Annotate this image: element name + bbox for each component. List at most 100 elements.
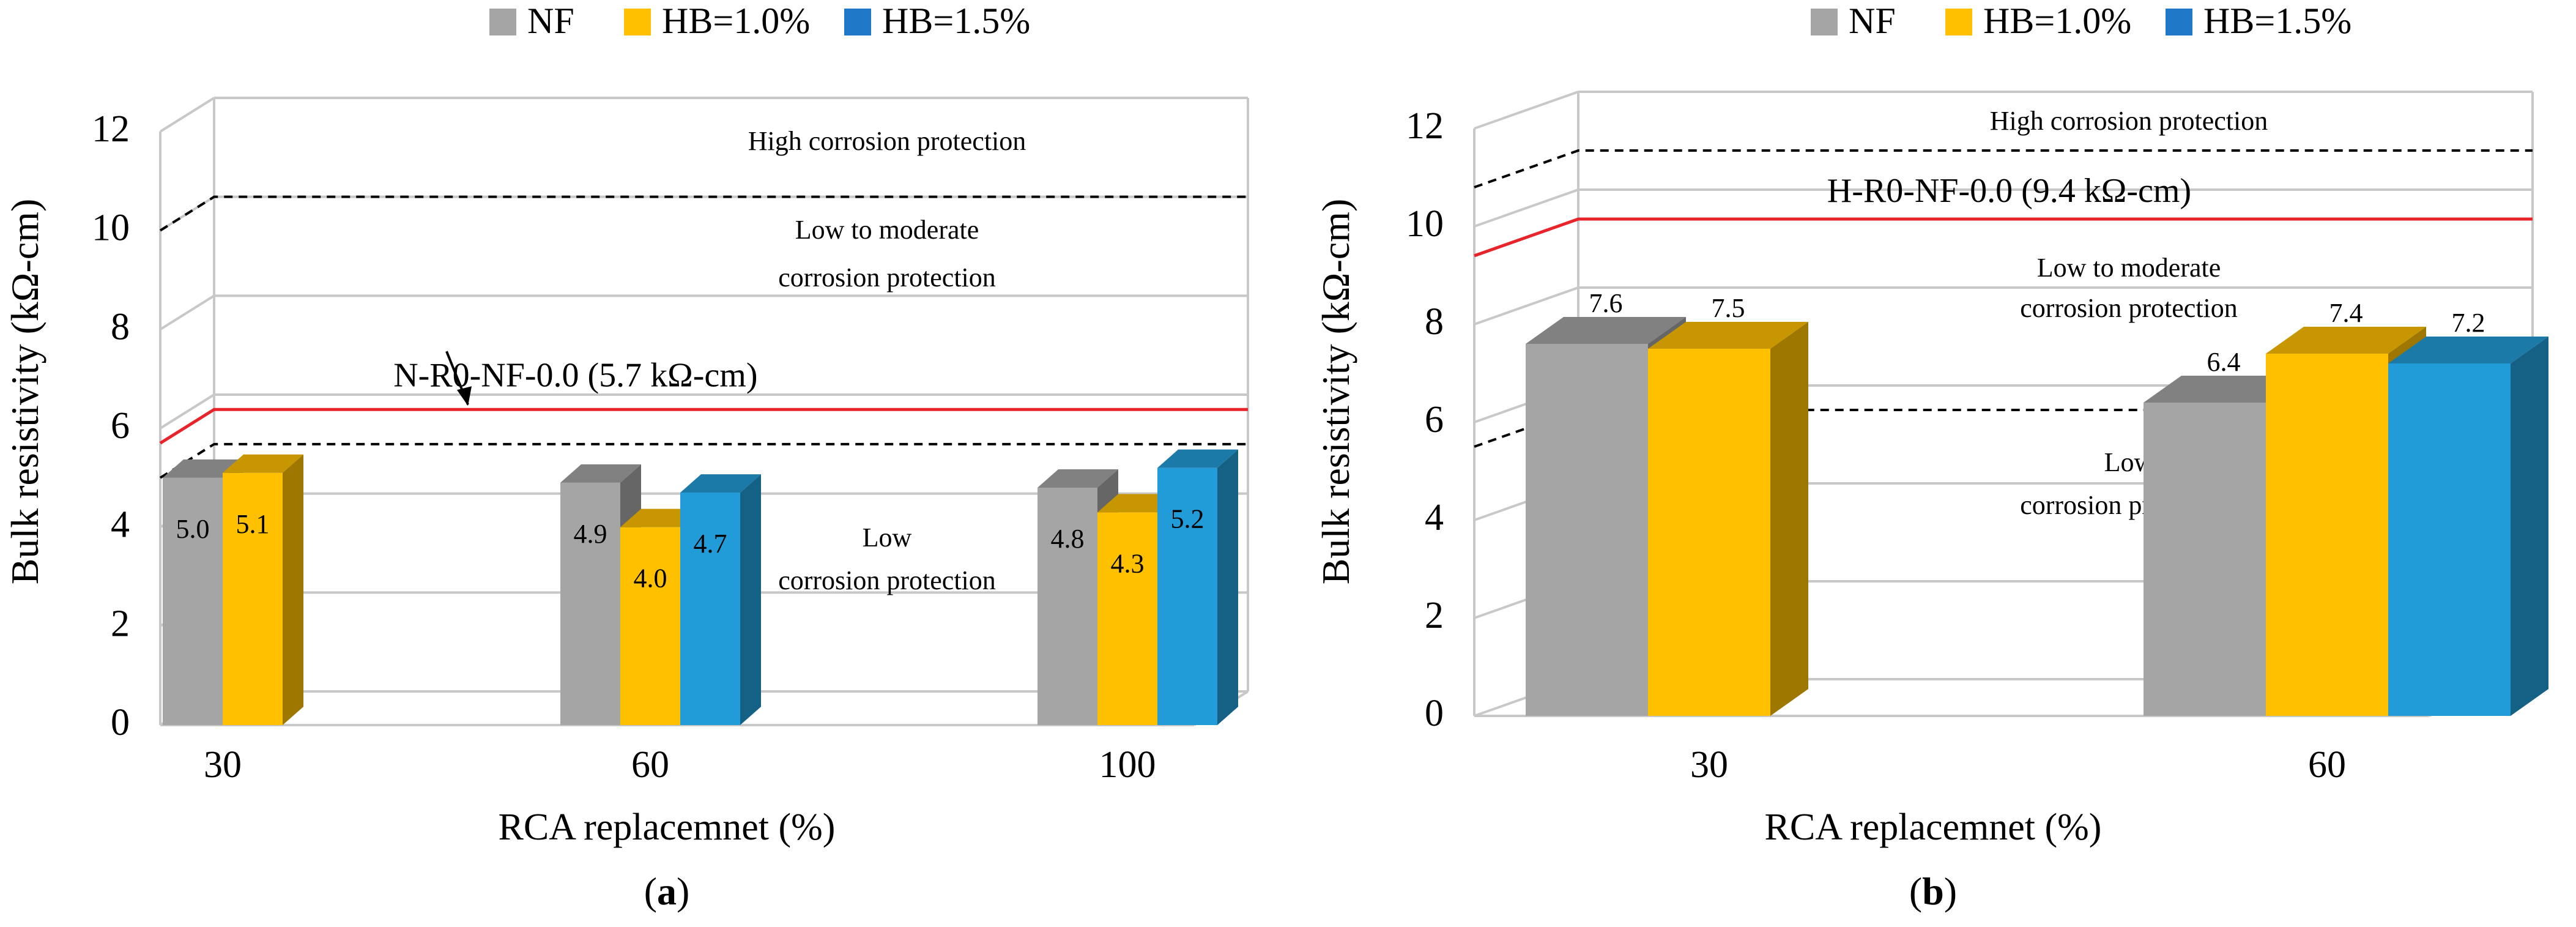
bar-top (1037, 469, 1118, 488)
data-label: 4.7 (694, 529, 727, 559)
data-label: 7.5 (1712, 293, 1745, 323)
x-axis-title: RCA replacemnet (%) (499, 806, 836, 848)
y-tick-label: 0 (1425, 693, 1444, 734)
reference-line (159, 408, 1248, 445)
bar-hb15-100: 5.2 (1157, 449, 1238, 725)
y-tick-label: 6 (111, 405, 130, 447)
legend-label-hb15: HB=1.5% (2203, 1, 2351, 41)
data-label: 7.6 (1589, 288, 1623, 318)
y-axis-title: Bulk resistivity (kΩ-cm) (3, 199, 46, 585)
bar-front (680, 493, 740, 725)
zone-annotation: corrosion protection (778, 262, 996, 292)
y-tick-label: 12 (92, 108, 130, 150)
legend-label-hb15: HB=1.5% (882, 1, 1030, 41)
bar-hb15-60: 4.7 (680, 474, 761, 725)
x-tick-label: 60 (2308, 744, 2346, 786)
reference-line (1474, 217, 2533, 258)
legend-swatch-nf (1811, 9, 1838, 35)
reference-line-label: H-R0-NF-0.0 (9.4 kΩ-cm) (1827, 172, 2191, 210)
y-tick-label: 10 (92, 207, 130, 249)
y-tick-label: 12 (1406, 105, 1444, 147)
legend-swatch-hb15 (2166, 9, 2192, 35)
bar-front (620, 527, 680, 725)
y-axis-title: Bulk resistivity (kΩ-cm) (1314, 199, 1357, 585)
data-label: 7.4 (2329, 298, 2363, 328)
y-tick-label: 6 (1425, 399, 1444, 441)
bar-front (2388, 363, 2511, 716)
bar-side (1770, 322, 1808, 716)
y-tick-label: 8 (1425, 301, 1444, 343)
legend-swatch-hb10 (1945, 9, 1972, 35)
bar-front (223, 472, 283, 725)
bar-top (1526, 317, 1686, 344)
y-tick-label: 10 (1406, 203, 1444, 245)
bar-hb15-60: 7.2 (2388, 308, 2548, 716)
y-tick-label: 8 (111, 306, 130, 348)
bar-top (2266, 327, 2426, 354)
legend-swatch-nf (489, 9, 516, 35)
zone-annotation: Low to moderate (2037, 253, 2221, 283)
chart-panel-b: 0 2 4 6 8 10 12 H-R0-NF-0.0 (9.4 kΩ-cm) High cor… (1314, 1, 2548, 913)
zone-annotation: Low to moderate (795, 215, 979, 245)
gridline-depth (159, 393, 215, 430)
gridline-depth (1474, 286, 1579, 326)
panel-label: (a) (644, 869, 690, 913)
data-label: 7.2 (2452, 308, 2485, 338)
high-threshold-line (1474, 149, 2533, 188)
panel-label: (b) (1909, 869, 1957, 913)
y-tick-label: 4 (1425, 497, 1444, 538)
legend-label-nf: NF (527, 1, 574, 41)
y-tick-label: 4 (111, 504, 130, 546)
bar-front (1037, 488, 1097, 725)
x-tick-label: 100 (1099, 744, 1156, 786)
zone-annotation: corrosion protection (778, 565, 996, 595)
y-tick-label: 2 (1425, 595, 1444, 636)
bar-top (223, 454, 303, 473)
bar-front (1526, 344, 1648, 716)
legend: NF HB=1.0% HB=1.5% (1811, 1, 2351, 41)
bar-nf-100: 4.8 (1037, 469, 1118, 725)
zone-annotation: High corrosion protection (1990, 106, 2268, 136)
legend: NF HB=1.0% HB=1.5% (489, 1, 1030, 41)
x-tick-label: 30 (204, 744, 242, 786)
bar-front (2266, 354, 2388, 716)
bar-hb10-30: 7.5 (1648, 293, 1808, 716)
bar-top (1157, 449, 1238, 468)
bar-top (560, 464, 641, 483)
y-tick-label: 0 (111, 702, 130, 743)
bar-top (680, 474, 761, 493)
data-label: 5.1 (236, 509, 270, 539)
data-label: 4.9 (574, 519, 607, 549)
zone-annotation: Low (863, 523, 912, 553)
bar-side (2511, 337, 2548, 716)
bar-top (1648, 322, 1808, 349)
zone-annotation: corrosion protection (2020, 293, 2238, 323)
x-axis-title: RCA replacemnet (%) (1765, 806, 2102, 848)
legend-label-hb10: HB=1.0% (1983, 1, 2131, 41)
bar-top (2144, 376, 2304, 403)
legend-swatch-hb15 (844, 9, 871, 35)
bar-side (740, 474, 761, 725)
x-tick-label: 30 (1690, 744, 1728, 786)
data-label: 5.0 (176, 514, 210, 544)
reference-arrow-head (457, 386, 472, 406)
bar-hb10-30: 5.1 (223, 454, 303, 725)
legend-swatch-hb10 (624, 9, 651, 35)
gridline-depth (1474, 91, 1579, 130)
gridline-depth (1474, 188, 1579, 228)
bar-side (283, 454, 303, 725)
bar-front (1157, 467, 1217, 725)
bar-front (1097, 512, 1157, 725)
gridline-depth (159, 97, 215, 133)
data-label: 4.0 (634, 564, 667, 594)
data-label: 4.3 (1111, 548, 1145, 578)
bar-front (560, 482, 620, 725)
bar-front (163, 477, 223, 725)
reference-line-label: N-R0-NF-0.0 (5.7 kΩ-cm) (393, 356, 757, 394)
data-label: 4.8 (1051, 524, 1085, 554)
high-threshold-line (159, 195, 1248, 232)
chart-panel-a: 0 2 4 6 8 10 12 N-R0-NF-0.0 (5.7 kΩ-cm) High cor… (3, 1, 1249, 913)
gridline-depth (159, 294, 215, 331)
